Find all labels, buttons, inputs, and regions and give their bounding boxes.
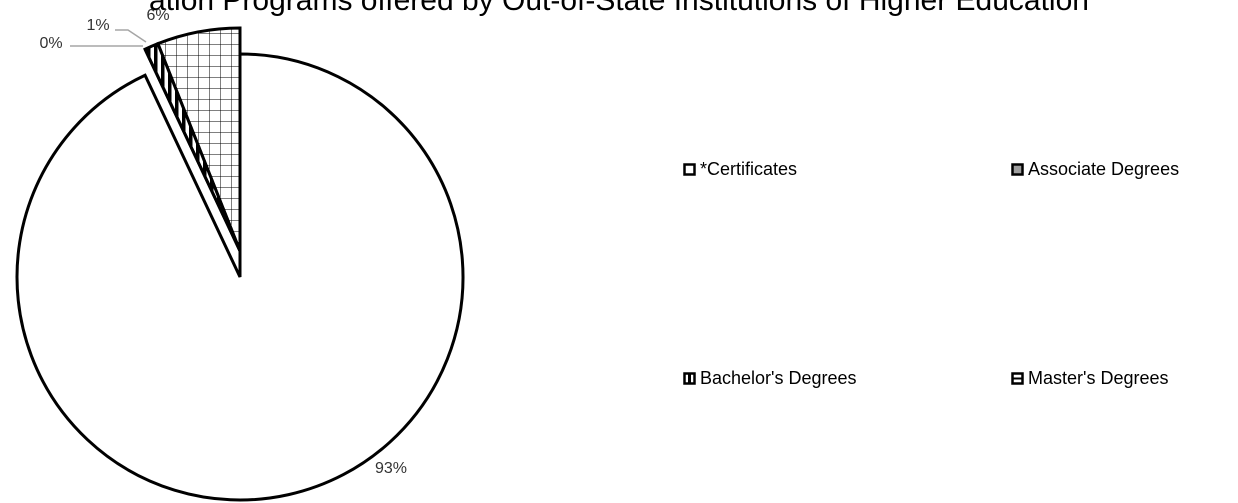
legend-label-bachelors-degrees: Bachelor's Degrees bbox=[700, 368, 857, 388]
pie-slice-certificates bbox=[15, 52, 465, 502]
legend-item-masters-degrees: Master's Degrees bbox=[1011, 368, 1168, 389]
legend-key-masters-degrees bbox=[1011, 372, 1024, 385]
data-label-bachelor-s-degrees: 1% bbox=[86, 17, 109, 34]
chart-title: ation Programs offered by Out-of-State I… bbox=[149, 0, 1089, 17]
legend-item-bachelors-degrees: Bachelor's Degrees bbox=[683, 368, 857, 389]
legend-key-bachelors-degrees bbox=[683, 372, 696, 385]
leader-line-bachelors-degrees bbox=[115, 29, 147, 43]
legend-key-certificates bbox=[683, 163, 696, 176]
data-label-certificates: 93% bbox=[375, 460, 407, 477]
legend-label-certificates: *Certificates bbox=[700, 159, 798, 179]
legend-label-masters-degrees: Master's Degrees bbox=[1028, 368, 1169, 388]
legend-item-certificates: *Certificates bbox=[683, 159, 797, 180]
legend-label-associate-degrees: Associate Degrees bbox=[1028, 159, 1180, 179]
legend-key-associate-degrees bbox=[1011, 163, 1024, 176]
legend-item-associate-degrees: Associate Degrees bbox=[1011, 159, 1179, 180]
data-label-associate-degrees: 0% bbox=[39, 35, 62, 52]
pie-chart: 93% 0% 1% 6% bbox=[15, 7, 465, 502]
data-label-master-s-degrees: 6% bbox=[146, 7, 169, 24]
